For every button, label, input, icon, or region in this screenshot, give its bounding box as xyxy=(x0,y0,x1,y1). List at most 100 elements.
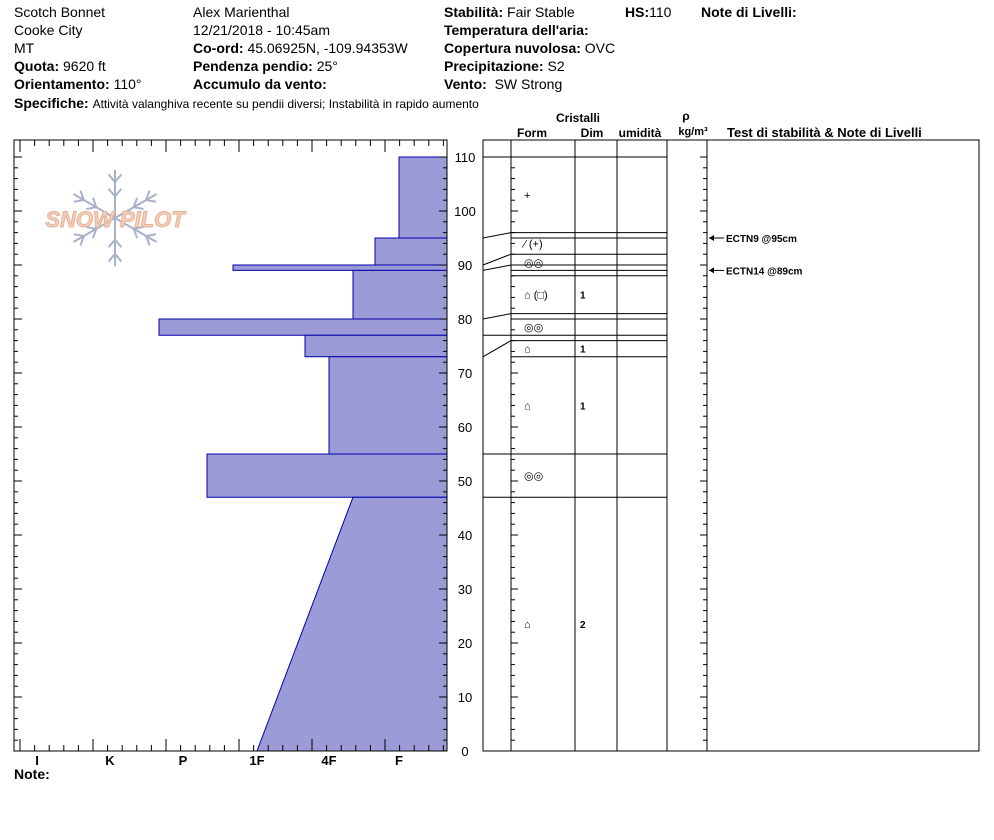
x-tick-label: 1F xyxy=(249,753,264,768)
hardness-layer xyxy=(206,453,448,498)
y-tick-label: 40 xyxy=(458,528,472,543)
hardness-layer xyxy=(374,237,448,266)
snowflake-branch xyxy=(107,238,116,248)
snowpilot-logo: SNOW PILOT xyxy=(45,170,187,266)
crystal-form: ◎◎ xyxy=(524,322,543,334)
layer-table-frame xyxy=(482,139,980,752)
snowflake-branch xyxy=(114,238,123,248)
coord-label: Co-ord: xyxy=(193,40,244,56)
sky-cover: Copertura nuvolosa: OVC xyxy=(444,39,615,57)
layer-connector xyxy=(482,264,512,271)
aspect-value: 110° xyxy=(113,76,142,92)
snowflake-branch xyxy=(133,206,144,210)
x-tick-label: P xyxy=(179,753,188,768)
y-tick-label: 30 xyxy=(458,582,472,597)
snowflake-icon xyxy=(72,170,158,266)
snowflake-branch xyxy=(145,235,151,246)
notes-label: Note: xyxy=(14,766,50,782)
snowflake-branch xyxy=(114,253,123,263)
sky-label: Copertura nuvolosa: xyxy=(444,40,581,56)
crystal-size: 1 xyxy=(580,401,586,412)
snowflake-branch xyxy=(86,206,97,210)
snowflake-arm xyxy=(72,217,116,243)
size-header: Dim xyxy=(581,126,604,140)
snowflake-arm xyxy=(114,193,158,219)
form-header: Form xyxy=(517,126,547,140)
test-arrow-head xyxy=(709,267,714,274)
snowflake-branch xyxy=(107,253,116,263)
snow-height: HS:110 xyxy=(625,3,671,21)
slope-label: Pendenza pendio: xyxy=(193,58,313,74)
specifics-label: Specifiche: xyxy=(14,95,89,111)
crystal-size: 2 xyxy=(580,620,586,631)
snowflake-arm xyxy=(72,193,116,219)
crystal-size: 1 xyxy=(580,291,586,302)
snowflake-branch xyxy=(114,188,123,198)
layer-connector xyxy=(482,253,512,266)
layer-connector xyxy=(482,340,512,358)
datetime: 12/21/2018 - 10:45am xyxy=(193,22,330,38)
slope: Pendenza pendio: 25° xyxy=(193,57,338,75)
snowflake-branch xyxy=(73,233,84,237)
stability-value: Fair Stable xyxy=(507,4,575,20)
x-tick-label: F xyxy=(395,753,403,768)
aspect: Orientamento: 110° xyxy=(14,75,142,93)
location-name: Scotch Bonnet xyxy=(14,4,106,20)
y-tick-label: 0 xyxy=(461,744,468,759)
wind-loading-label: Accumulo da vento: xyxy=(193,76,327,92)
hardness-layer xyxy=(158,318,448,336)
hardness-layer xyxy=(328,356,448,455)
snowflake-branch xyxy=(86,226,97,230)
y-tick-label: 100 xyxy=(454,204,476,219)
test-arrow-head xyxy=(709,235,714,241)
wind: Vento: SW Strong xyxy=(444,75,562,93)
crystal-form: ◎◎ xyxy=(524,471,543,483)
elevation: Quota: 9620 ft xyxy=(14,57,106,75)
y-tick-label: 90 xyxy=(458,258,472,273)
crystal-form: + xyxy=(524,190,530,202)
moisture-header: umidità xyxy=(619,126,662,140)
y-tick-label: 80 xyxy=(458,312,472,327)
logo-text: SNOW PILOT xyxy=(45,207,186,232)
y-tick-label: 110 xyxy=(455,150,476,165)
crystal-form: ⁄ (+) xyxy=(521,238,543,250)
y-tick-label: 10 xyxy=(458,690,472,705)
hs-value: 110 xyxy=(649,4,672,20)
snowflake-branch xyxy=(91,197,98,208)
crystal-form: ⌂ xyxy=(524,400,531,412)
hardness-layer xyxy=(304,334,448,358)
wind-label: Vento: xyxy=(444,76,487,92)
snowflake-branch xyxy=(145,190,151,201)
hs-label: HS: xyxy=(625,4,650,20)
layer-connector xyxy=(482,232,512,239)
stability-test-label: ECTN9 @95cm xyxy=(726,234,797,245)
snowflake-branch xyxy=(132,197,139,208)
snowflake-branch xyxy=(73,199,84,203)
precip-label: Precipitazione: xyxy=(444,58,544,74)
stability-notes-header: Test di stabilità & Note di Livelli xyxy=(727,125,922,140)
snowflake-branch xyxy=(146,199,157,203)
crystals-header: Cristalli xyxy=(556,111,600,125)
hardness-layer xyxy=(232,264,448,271)
snowflake-arm xyxy=(114,217,158,243)
layer-connector xyxy=(482,313,512,320)
y-tick-label: 20 xyxy=(458,636,472,651)
density-unit-header: kg/m³ xyxy=(678,126,708,138)
crystal-form: ⌂ (□) xyxy=(524,290,548,302)
hardness-layer xyxy=(352,269,448,320)
sky-value: OVC xyxy=(584,40,616,56)
snowflake-branch xyxy=(79,190,85,201)
area-name: Cooke City xyxy=(14,22,83,38)
stability: Stabilità: Fair Stable xyxy=(444,3,575,21)
snowflake-branch xyxy=(114,173,123,183)
observer: Alex Marienthal xyxy=(193,4,290,20)
hardness-layer xyxy=(398,156,448,239)
snowflake-branch xyxy=(146,233,157,237)
x-tick-label: K xyxy=(105,753,115,768)
wind-value: SW Strong xyxy=(494,76,563,92)
slope-value: 25° xyxy=(316,58,338,74)
air-temp-label: Temperatura dell'aria: xyxy=(444,22,589,38)
specifics: Specifiche: Attività valanghiva recente … xyxy=(14,95,479,111)
stability-label: Stabilità: xyxy=(444,4,504,20)
